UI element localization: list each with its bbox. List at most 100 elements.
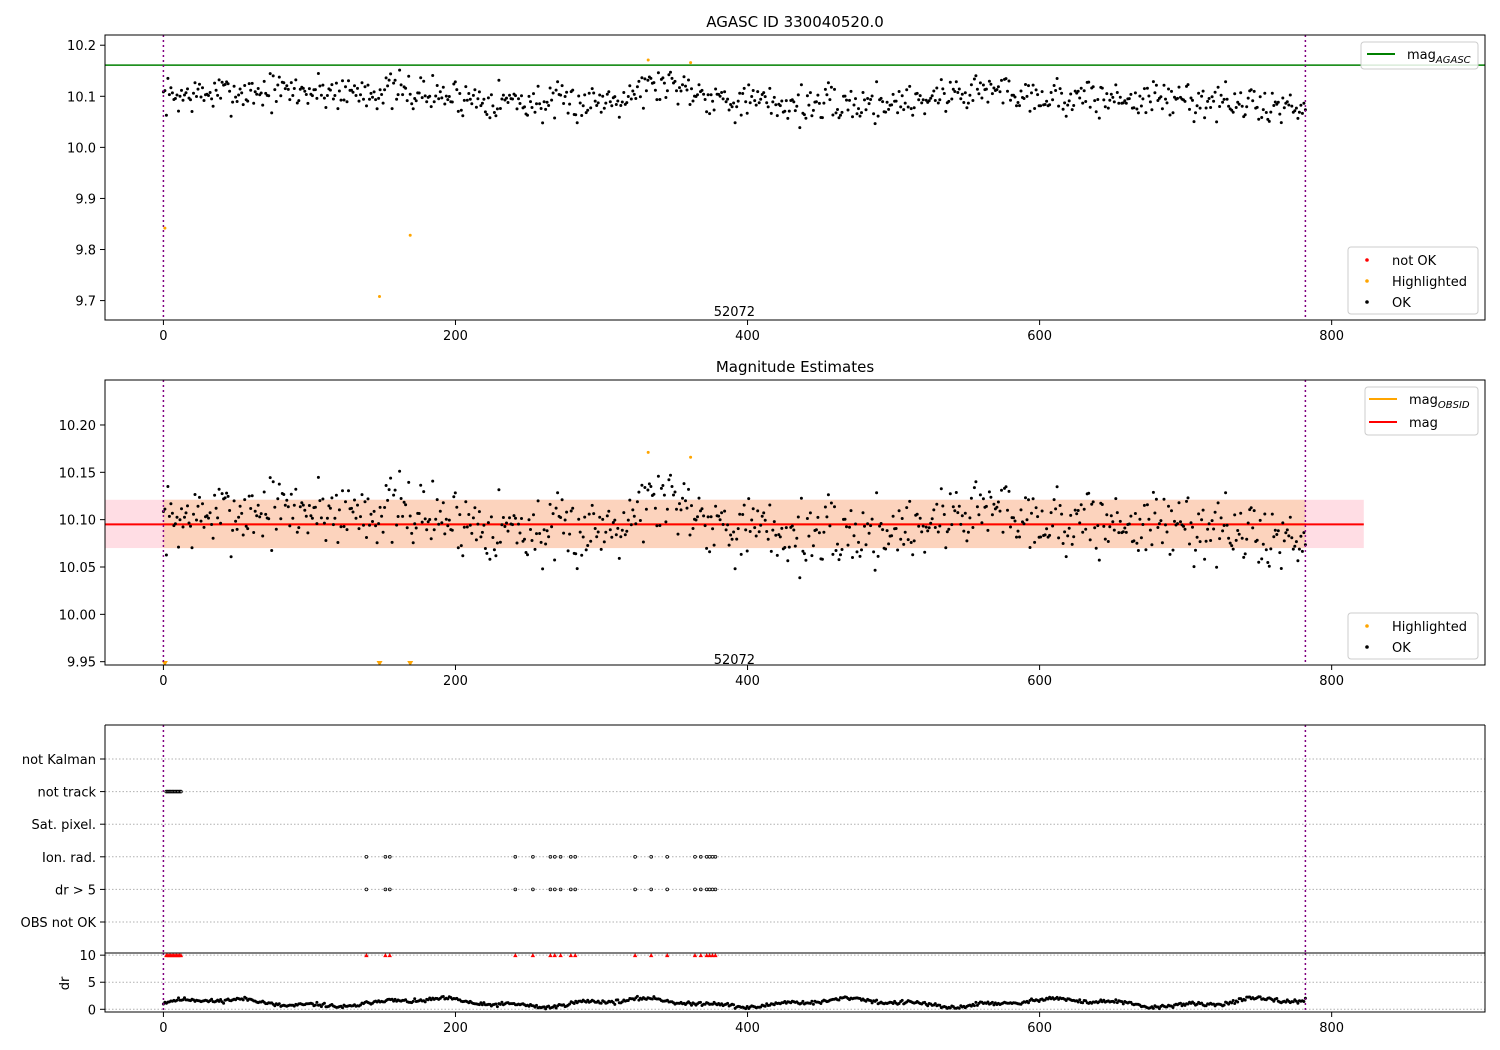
mid-point-ok bbox=[341, 489, 344, 493]
top-point-ok bbox=[858, 114, 862, 118]
mid-point-ok bbox=[180, 507, 183, 511]
mid-point-ok bbox=[488, 557, 492, 561]
top-point-ok bbox=[339, 98, 343, 102]
mid-point-ok bbox=[900, 517, 904, 520]
mid-point-ok bbox=[202, 525, 206, 529]
top-point-ok bbox=[1141, 97, 1145, 101]
top-point-ok bbox=[923, 112, 927, 116]
mid-point-ok bbox=[1260, 557, 1264, 561]
top-point-ok bbox=[1270, 91, 1274, 95]
top-point-ok bbox=[596, 101, 600, 105]
top-point-ok bbox=[1252, 89, 1256, 93]
mid-point-ok bbox=[315, 522, 319, 526]
top-point-ok bbox=[374, 98, 378, 102]
mid-point-ok bbox=[646, 488, 650, 492]
mid-point-ok bbox=[1049, 511, 1053, 515]
top-point-ok bbox=[658, 98, 662, 101]
top-point-ok bbox=[1260, 116, 1264, 119]
mid-point-ok bbox=[256, 503, 260, 507]
mid-point-ok bbox=[362, 523, 365, 527]
dr-point bbox=[183, 996, 186, 1000]
mid-point-ok bbox=[930, 517, 934, 521]
top-point-ok bbox=[527, 94, 531, 98]
mid-point-ok bbox=[252, 531, 256, 534]
top-point-ok bbox=[1088, 105, 1092, 109]
dr-point bbox=[1179, 1001, 1182, 1005]
flag-point bbox=[649, 854, 653, 859]
mid-point-ok bbox=[304, 514, 308, 518]
mid-point-ok bbox=[870, 517, 874, 521]
mid-point-ok bbox=[747, 497, 751, 501]
dr-clipped-marker bbox=[530, 953, 536, 958]
top-point-ok bbox=[684, 84, 687, 88]
top-point-ok bbox=[732, 101, 736, 105]
top-point-ok bbox=[455, 88, 459, 92]
mid-point-ok bbox=[915, 512, 919, 516]
dr-point bbox=[1302, 1000, 1306, 1003]
top-point-ok bbox=[933, 99, 937, 102]
top-point-ok bbox=[836, 108, 839, 111]
mid-point-ok bbox=[553, 558, 557, 562]
mid-x-tick-label: 400 bbox=[735, 674, 760, 689]
top-point-ok bbox=[742, 86, 746, 90]
mid-point-ok bbox=[1242, 555, 1246, 559]
mid-point-ok bbox=[402, 500, 406, 504]
top-point-ok bbox=[393, 78, 397, 82]
top-point-ok bbox=[207, 94, 210, 97]
mid-point-ok bbox=[1030, 511, 1033, 515]
top-point-ok bbox=[641, 106, 645, 110]
mid-point-ok bbox=[857, 540, 860, 544]
mid-point-ok bbox=[939, 487, 943, 491]
mid-point-ok bbox=[344, 500, 347, 504]
top-point-ok bbox=[183, 93, 186, 97]
mid-point-ok bbox=[741, 513, 745, 516]
top-point-ok bbox=[640, 76, 644, 80]
dr-point bbox=[1233, 1002, 1237, 1005]
mid-point-ok bbox=[911, 553, 915, 557]
top-point-ok bbox=[1028, 109, 1032, 113]
mid-point-ok bbox=[682, 482, 686, 486]
mid-point-ok bbox=[199, 519, 203, 523]
mid-point-ok bbox=[822, 530, 826, 534]
mid-point-ok bbox=[1067, 526, 1071, 530]
top-point-ok bbox=[831, 113, 835, 117]
mid-point-ok bbox=[694, 518, 698, 522]
top-point-ok bbox=[918, 94, 922, 98]
top-point-ok bbox=[1138, 94, 1142, 98]
mid-point-ok bbox=[750, 518, 754, 522]
top-point-ok bbox=[452, 82, 456, 86]
top-point-ok bbox=[491, 104, 495, 108]
top-point-ok bbox=[1160, 107, 1164, 111]
mid-point-ok bbox=[392, 493, 396, 497]
mid-point-ok bbox=[775, 553, 779, 557]
mid-point-ok bbox=[932, 508, 936, 512]
top-point-ok bbox=[360, 81, 364, 85]
mid-point-ok bbox=[327, 504, 331, 508]
mid-point-ok bbox=[347, 489, 350, 493]
mid-point-ok bbox=[632, 514, 636, 518]
top-point-ok bbox=[643, 77, 647, 81]
top-point-highlighted bbox=[646, 58, 650, 62]
mid-point-ok bbox=[274, 527, 278, 531]
mid-point-ok bbox=[696, 515, 699, 519]
mid-point-ok bbox=[613, 518, 617, 522]
mid-point-ok bbox=[574, 552, 578, 556]
top-point-ok bbox=[706, 93, 710, 97]
top-point-ok bbox=[929, 96, 933, 100]
top-point-ok bbox=[1057, 104, 1061, 108]
top-point-ok bbox=[325, 94, 329, 97]
mid-point-ok bbox=[629, 523, 633, 527]
mid-point-ok bbox=[298, 505, 302, 509]
top-point-ok bbox=[678, 86, 681, 90]
top-point-ok bbox=[724, 100, 728, 104]
dr-point bbox=[1284, 1000, 1288, 1004]
top-point-ok bbox=[941, 87, 945, 91]
top-point-ok bbox=[1066, 103, 1070, 107]
mid-point-ok bbox=[219, 521, 223, 525]
legend-top-highlighted-marker bbox=[1365, 279, 1369, 283]
mid-point-ok bbox=[829, 501, 833, 505]
mid-point-ok bbox=[798, 576, 802, 580]
top-point-ok bbox=[347, 79, 350, 83]
mid-point-ok bbox=[538, 532, 542, 535]
mid-point-ok bbox=[301, 503, 305, 507]
